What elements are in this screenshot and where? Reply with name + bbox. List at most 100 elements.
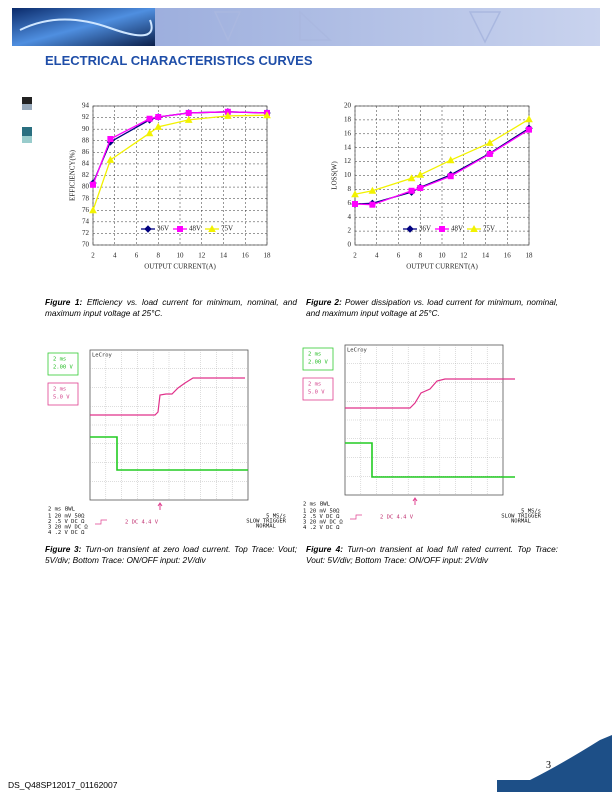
side-square	[22, 136, 32, 143]
legend-label: 48V	[451, 225, 463, 233]
x-tick-label: 16	[242, 252, 250, 260]
marker	[184, 115, 193, 123]
scope-channel: 4 .2 V DC Ω	[48, 530, 85, 536]
scope-timebase: 2 ms	[303, 502, 316, 508]
marker	[486, 138, 494, 146]
marker	[154, 122, 163, 130]
marker	[89, 206, 97, 214]
green-trace	[90, 436, 248, 471]
legend-label: 48V	[189, 225, 201, 233]
legend-label: 75V	[221, 225, 233, 233]
plot-frame	[354, 105, 530, 246]
side-square	[22, 104, 32, 110]
caption: Figure 2: Power dissipation vs. load cur…	[306, 297, 558, 319]
marker	[446, 156, 455, 164]
scope-bwl: BWL	[65, 507, 76, 513]
marker	[144, 225, 152, 233]
marker	[526, 126, 532, 133]
y-tick-label: 92	[82, 113, 90, 121]
x-tick-label: 6	[135, 252, 139, 260]
pink-box	[302, 377, 334, 401]
x-tick-label: 4	[113, 252, 117, 260]
scope-state: NORMAL	[511, 519, 532, 525]
y-tick-label: 76	[82, 206, 90, 214]
marker	[107, 136, 114, 143]
trigger-arrow	[157, 502, 163, 510]
x-tick-label: 8	[157, 252, 161, 260]
scope-channel: 2 .5 V DC Ω	[48, 519, 85, 525]
green-box-text: 2.00 V	[308, 360, 329, 366]
figure-label: Figure 1:	[45, 297, 83, 307]
marker	[369, 201, 376, 208]
marker	[90, 181, 96, 188]
x-tick-label: 2	[91, 252, 95, 260]
marker	[185, 109, 192, 116]
y-tick-label: 16	[344, 129, 352, 137]
y-axis-label: EFFICIENCY(%)	[69, 149, 77, 201]
scope-state: NORMAL	[256, 524, 277, 530]
green-box-text: 2 ms	[53, 357, 66, 363]
green-box	[47, 352, 79, 376]
x-tick-label: 12	[460, 252, 468, 260]
caption: Figure 4: Turn-on transient at load full…	[306, 544, 558, 566]
figure-label: Figure 3:	[45, 544, 82, 554]
marker	[439, 226, 445, 232]
x-tick-label: 18	[264, 252, 272, 260]
y-tick-label: 74	[82, 217, 90, 225]
x-tick-label: 10	[439, 252, 447, 260]
y-tick-label: 12	[344, 157, 352, 165]
doc-id: DS_Q48SP12017_01162007	[8, 780, 118, 790]
scope-channel: 3 20 mV DC Ω	[48, 525, 88, 531]
scope-trigger: 2 DC 4.4 V	[125, 520, 159, 526]
scope-bwl: BWL	[320, 502, 331, 508]
y-tick-label: 14	[344, 143, 352, 151]
legend-label: 36V	[157, 225, 169, 233]
y-axis-label: LOSS(W)	[331, 161, 339, 190]
side-square	[22, 97, 32, 104]
marker	[145, 129, 154, 137]
y-tick-label: 88	[82, 136, 90, 144]
y-tick-label: 78	[82, 194, 90, 202]
y-tick-label: 82	[82, 171, 90, 179]
caption-text: Power dissipation vs. load current for m…	[306, 297, 558, 318]
marker	[155, 114, 162, 121]
green-box-text: 2.00 V	[53, 365, 74, 371]
x-tick-label: 12	[198, 252, 206, 260]
x-tick-label: 2	[353, 252, 357, 260]
scope-channel: 1 20 mV 50Ω	[48, 514, 85, 520]
caption-text: Turn-on transient at load full rated cur…	[306, 544, 558, 565]
marker	[417, 185, 424, 192]
marker	[263, 111, 271, 119]
pink-box	[47, 382, 79, 406]
x-axis-label: OUTPUT CURRENT(A)	[406, 263, 478, 271]
figure-label: Figure 2:	[306, 297, 342, 307]
pink-box-text: 5.0 V	[308, 390, 325, 396]
marker	[416, 170, 425, 178]
marker	[408, 187, 415, 194]
y-tick-label: 10	[344, 171, 352, 179]
scope-brand: LeCroy	[347, 348, 368, 354]
x-tick-label: 4	[375, 252, 379, 260]
y-tick-label: 80	[82, 183, 90, 191]
y-tick-label: 4	[348, 213, 352, 221]
caption-text: Turn-on transient at zero load current. …	[45, 544, 297, 565]
marker	[447, 173, 454, 180]
scope-timebase: 2 ms	[48, 507, 61, 513]
header-image	[12, 8, 155, 46]
marker	[368, 186, 377, 194]
green-box-text: 2 ms	[308, 352, 321, 358]
green-box	[302, 347, 334, 371]
x-tick-label: 18	[526, 252, 534, 260]
scope-mode: SLOW TRIGGER	[246, 519, 286, 525]
marker	[470, 224, 478, 232]
scope-rate: 5 MS/s	[266, 514, 286, 520]
pink-box-text: 5.0 V	[53, 395, 70, 401]
trigger-icon	[95, 519, 107, 525]
y-tick-label: 0	[348, 241, 352, 249]
green-trace	[345, 442, 515, 478]
caption: Figure 3: Turn-on transient at zero load…	[45, 544, 297, 566]
y-tick-label: 70	[82, 241, 90, 249]
marker	[406, 225, 414, 233]
